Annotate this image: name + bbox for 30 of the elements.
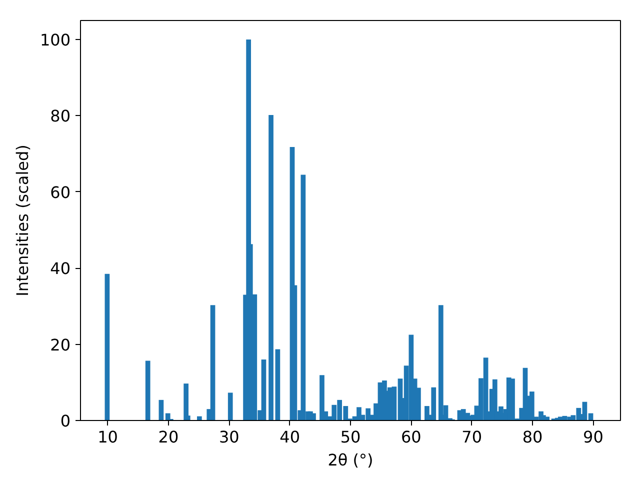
x-tick-label: 10 xyxy=(98,428,118,446)
x-tick-label: 70 xyxy=(462,428,482,446)
bar xyxy=(158,400,164,420)
y-tick-label: 0 xyxy=(60,412,71,430)
y-axis-title: Intensities (scaled) xyxy=(12,144,32,296)
x-tick-label: 90 xyxy=(583,428,604,446)
y-tick-label: 100 xyxy=(40,30,71,50)
y-tick-label: 80 xyxy=(50,106,70,126)
x-axis-title: 2θ (°) xyxy=(328,450,374,470)
bar xyxy=(145,360,150,420)
y-tick-label: 20 xyxy=(50,335,70,354)
bar xyxy=(184,384,188,420)
bar xyxy=(275,349,280,420)
bar xyxy=(300,174,306,420)
x-tick-label: 60 xyxy=(400,428,422,446)
bar xyxy=(311,413,316,420)
bar xyxy=(104,274,110,420)
x-tick-label: 20 xyxy=(158,428,179,446)
bar xyxy=(268,114,274,420)
bar xyxy=(320,375,324,420)
bar xyxy=(457,410,462,420)
y-tick-label: 60 xyxy=(50,182,70,202)
x-tick-label: 80 xyxy=(522,428,543,446)
bar xyxy=(210,305,216,420)
y-tick-label: 40 xyxy=(50,259,70,278)
bar xyxy=(228,392,233,420)
x-tick-label: 50 xyxy=(340,428,361,446)
bar xyxy=(544,416,550,420)
x-tick-label: 40 xyxy=(280,428,300,446)
x-tick-label: 30 xyxy=(218,428,240,446)
